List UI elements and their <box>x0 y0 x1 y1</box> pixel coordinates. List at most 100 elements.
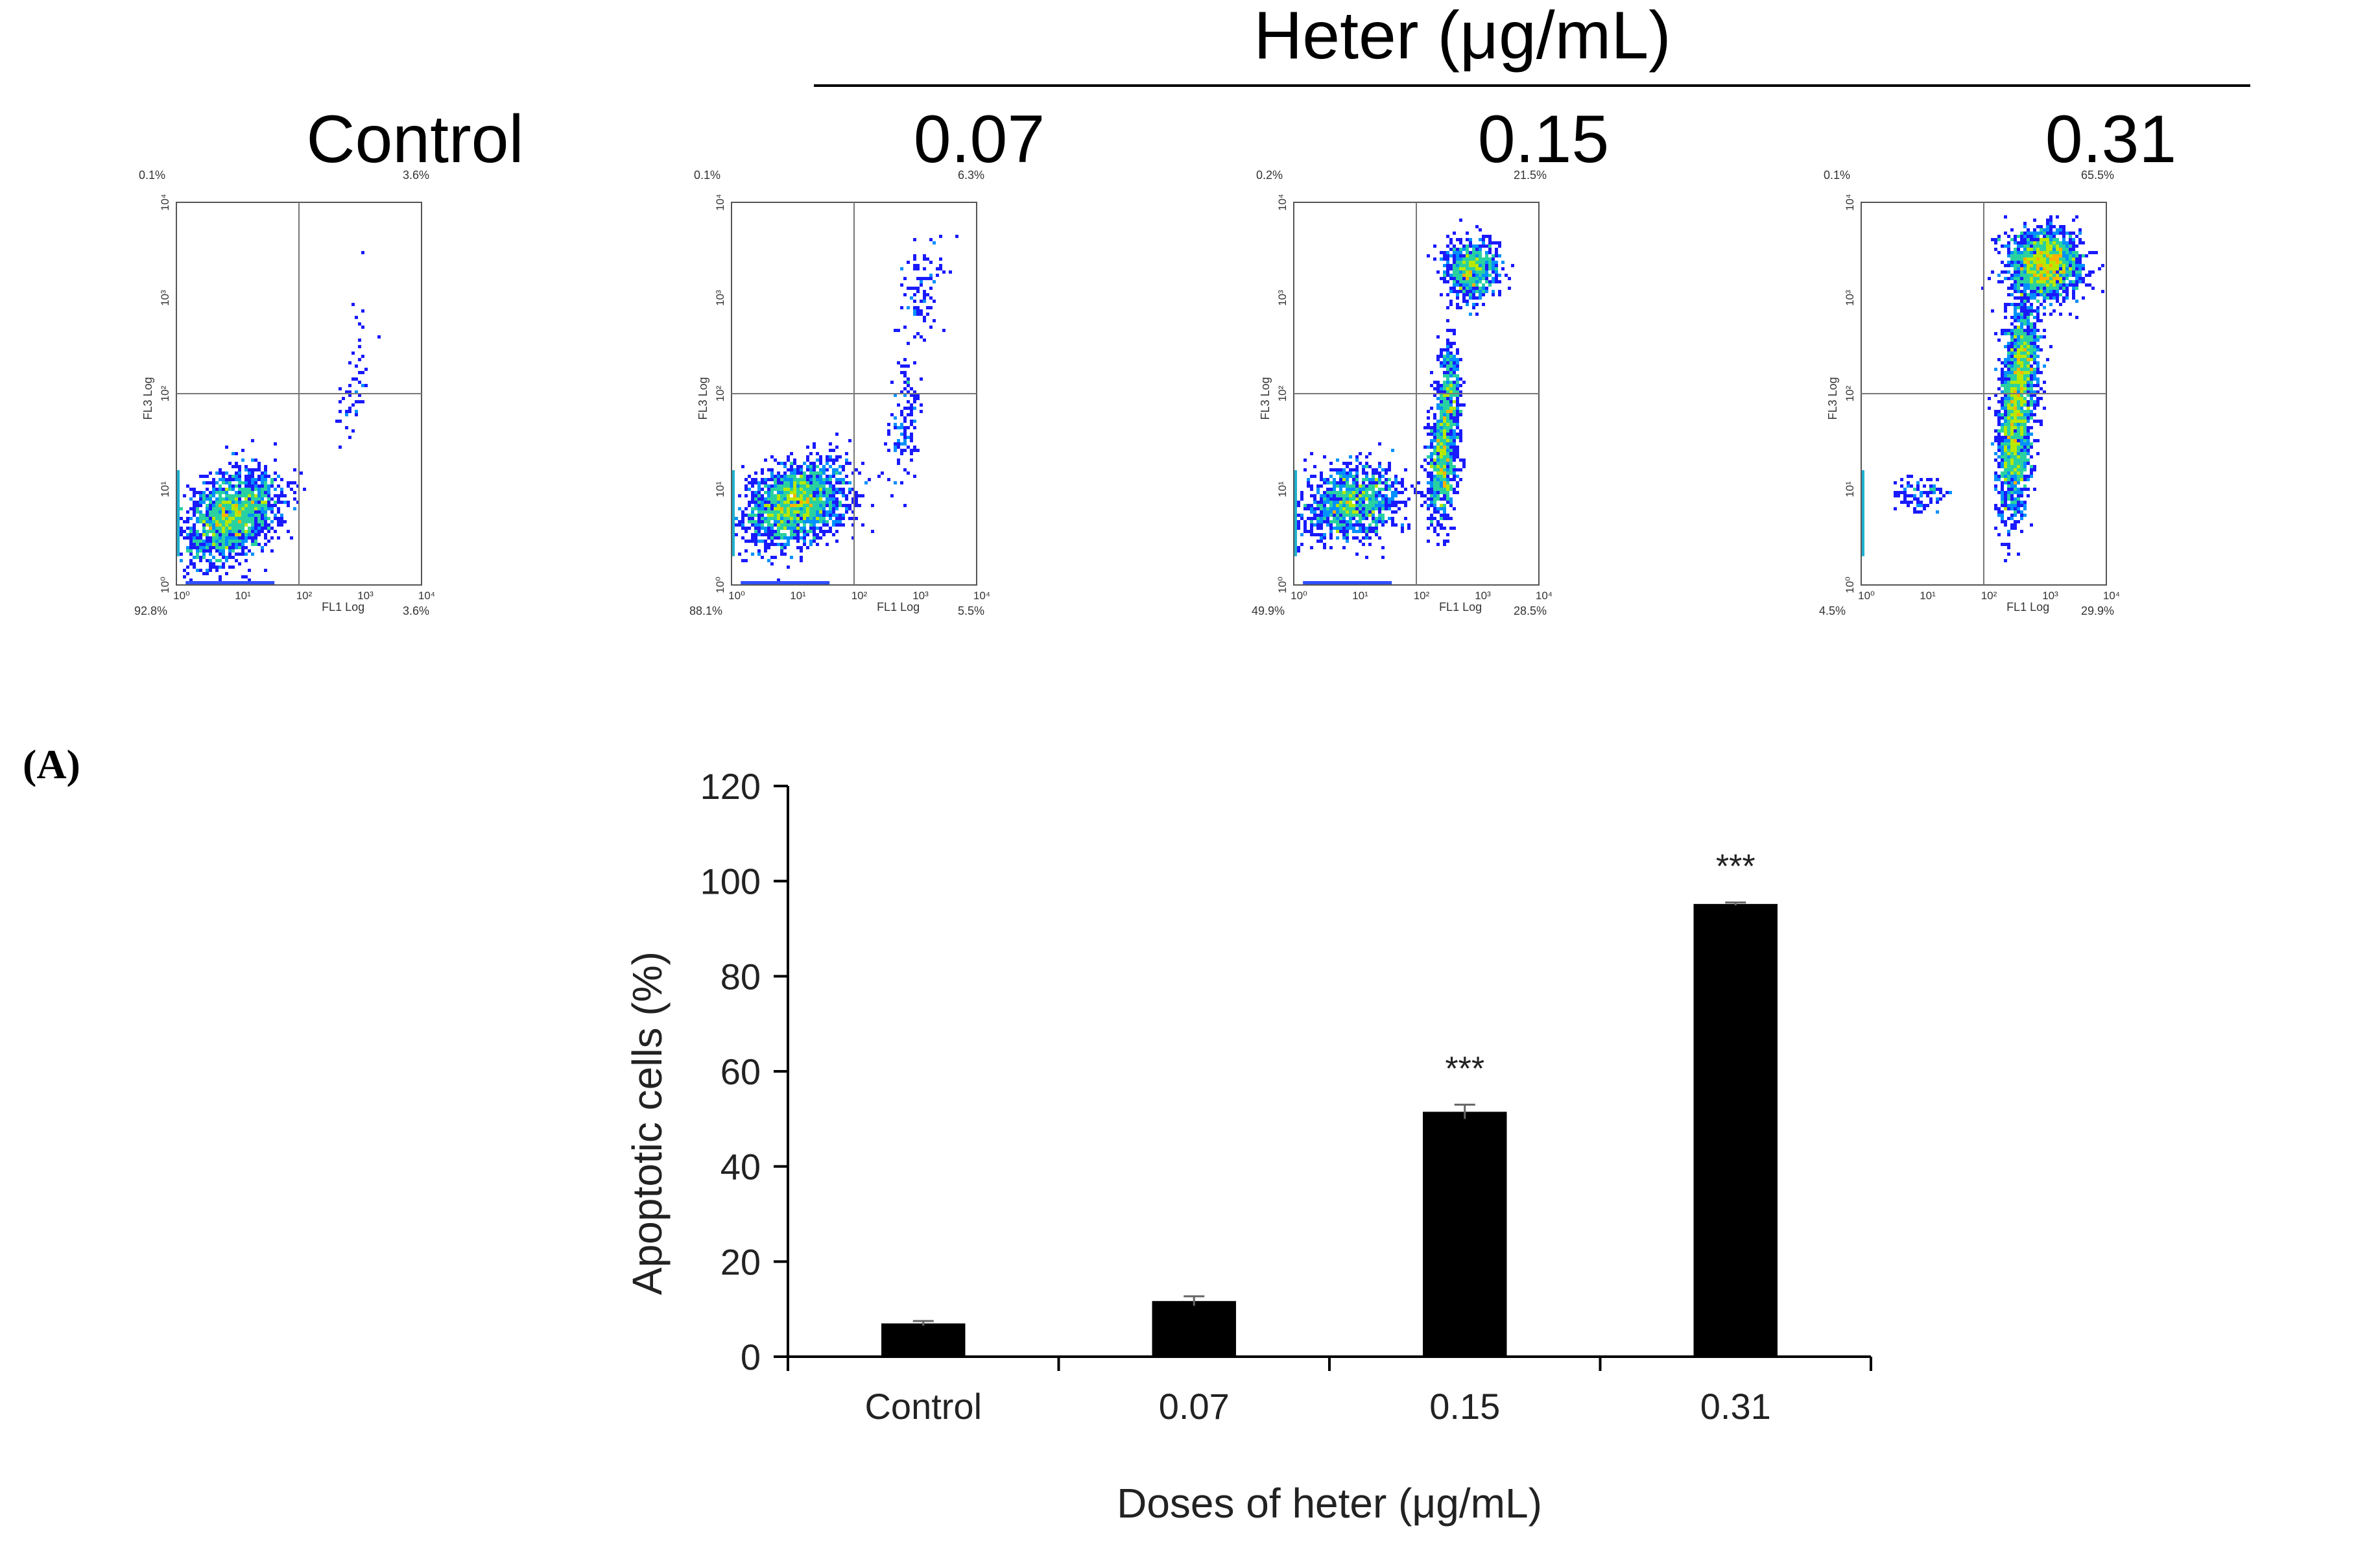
flow-event-cell <box>1362 494 1365 497</box>
flow-event-cell <box>2030 381 2033 384</box>
flow-event-cell <box>2062 280 2065 283</box>
flow-event-cell <box>2049 251 2053 254</box>
flow-event-cell <box>2027 403 2030 407</box>
flow-event-cell <box>796 530 800 533</box>
flow-event-cell <box>225 507 228 510</box>
flow-event-cell <box>1427 527 1430 530</box>
flow-event-cell <box>754 540 757 543</box>
flow-event-cell <box>1997 387 2001 390</box>
flow-event-cell <box>2033 368 2036 371</box>
flow-event-cell <box>202 533 206 536</box>
flow-event-cell <box>1456 267 1459 270</box>
flow-event-cell <box>2033 348 2036 351</box>
flow-event-cell <box>1372 478 1375 481</box>
flow-event-cell <box>1446 387 1449 390</box>
flow-event-cell <box>1407 523 1410 527</box>
flow-event-cell <box>1368 523 1372 527</box>
flow-event-cell <box>235 543 238 546</box>
flow-event-cell <box>800 484 803 488</box>
flow-event-cell <box>800 517 803 520</box>
flow-event-cell <box>1303 468 1307 471</box>
flow-event-cell <box>1449 381 1453 384</box>
flow-event-cell <box>2023 283 2027 287</box>
flow-event-cell <box>2033 342 2036 345</box>
flow-event-cell <box>2046 241 2049 244</box>
flow-event-cell <box>2014 351 2017 355</box>
flow-event-cell <box>933 300 936 303</box>
flow-event-cell <box>193 504 196 507</box>
flow-event-cell <box>251 484 254 488</box>
flow-event-cell <box>1423 501 1427 504</box>
flow-event-cell <box>2027 241 2030 244</box>
flow-event-cell <box>1346 523 1349 527</box>
flow-event-cell <box>1443 465 1446 468</box>
flow-event-cell <box>2040 228 2043 232</box>
flow-event-cell <box>2010 442 2014 446</box>
flow-event-cell <box>783 536 787 540</box>
flow-event-cell <box>1462 257 1466 261</box>
flow-event-cell <box>780 484 783 488</box>
flow-event-cell <box>1456 468 1459 471</box>
flow-event-cell <box>2023 433 2027 436</box>
flow-event-cell <box>215 569 219 572</box>
flow-event-cell <box>903 436 907 439</box>
flow-event-cell <box>754 494 757 497</box>
flow-event-cell <box>793 514 796 517</box>
flow-event-cell <box>2043 261 2046 264</box>
flow-event-cell <box>1320 520 1323 523</box>
flow-event-cell <box>1433 510 1436 514</box>
flow-event-cell <box>222 504 225 507</box>
flow-event-cell <box>1346 494 1349 497</box>
flow-event-cell <box>1469 293 1472 296</box>
flow-event-cell <box>1994 248 1997 251</box>
flow-event-cell <box>1346 514 1349 517</box>
flow-event-cell <box>1446 235 1449 238</box>
flow-event-cell <box>1472 244 1475 248</box>
flow-event-cell <box>1336 527 1339 530</box>
flow-event-cell <box>1994 458 1997 462</box>
flow-event-cell <box>251 494 254 497</box>
flow-event-cell <box>822 514 826 517</box>
flow-event-cell <box>235 540 238 543</box>
flow-event-cell <box>2017 335 2020 339</box>
flow-event-cell <box>1385 488 1388 491</box>
flow-event-cell <box>774 536 777 540</box>
flow-event-cell <box>809 507 813 510</box>
flow-event-cell <box>1443 494 1446 497</box>
flow-event-cell <box>1346 488 1349 491</box>
flow-event-cell <box>248 504 251 507</box>
flow-event-cell <box>839 488 842 491</box>
flow-y-tick: 10³ <box>1844 290 1856 306</box>
flow-event-cell <box>274 514 277 517</box>
flow-event-cell <box>2027 400 2030 403</box>
flow-event-cell <box>1346 536 1349 540</box>
flow-event-cell <box>1472 274 1475 277</box>
flow-event-cell <box>2030 296 2033 300</box>
flow-event-cell <box>910 436 913 439</box>
flow-event-cell <box>2046 257 2049 261</box>
flow-event-cell <box>235 475 238 478</box>
flow-event-cell <box>1453 358 1456 361</box>
flow-event-cell <box>212 507 215 510</box>
flow-event-cell <box>1997 410 2001 413</box>
flow-event-cell <box>835 517 839 520</box>
flow-event-cell <box>287 504 290 507</box>
flow-event-cell <box>2030 455 2033 458</box>
flow-event-cell <box>2010 228 2014 232</box>
flow-event-cell <box>348 410 351 413</box>
flow-event-cell <box>222 540 225 543</box>
flow-event-cell <box>2017 397 2020 400</box>
flow-event-cell <box>777 494 780 497</box>
flow-event-cell <box>839 523 842 527</box>
flow-y-axis-label: FL3 Log <box>1826 377 1839 420</box>
flow-event-cell <box>790 468 793 471</box>
flow-event-cell <box>2017 494 2020 497</box>
flow-event-cell <box>264 468 267 471</box>
flow-event-cell <box>2033 468 2036 471</box>
flow-event-cell <box>186 536 189 540</box>
flow-event-cell <box>1394 478 1398 481</box>
flow-event-cell <box>1443 446 1446 449</box>
flow-event-cell <box>235 491 238 494</box>
flow-event-cell <box>774 488 777 491</box>
flow-event-cell <box>777 543 780 546</box>
